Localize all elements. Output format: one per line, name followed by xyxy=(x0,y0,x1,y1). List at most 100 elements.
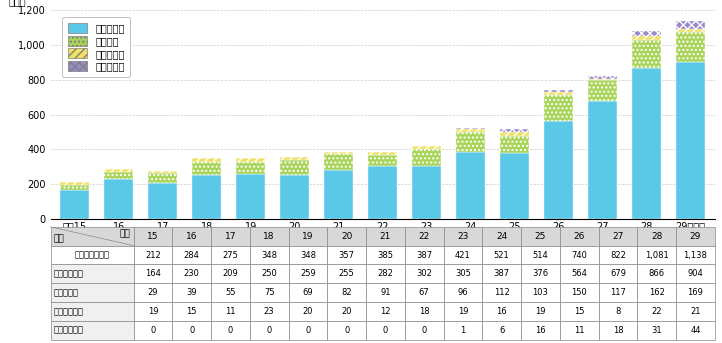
Bar xyxy=(134,227,173,246)
Bar xyxy=(51,302,134,321)
Bar xyxy=(105,179,133,219)
Text: 387: 387 xyxy=(416,250,432,260)
Text: 0: 0 xyxy=(266,326,271,335)
Bar xyxy=(632,36,661,40)
Bar xyxy=(289,321,327,340)
Bar xyxy=(192,175,221,219)
Bar xyxy=(51,246,134,264)
Bar xyxy=(134,264,173,283)
Bar xyxy=(599,283,638,302)
Bar xyxy=(560,302,599,321)
Bar xyxy=(544,90,573,92)
Bar xyxy=(149,173,177,182)
Text: 31: 31 xyxy=(651,326,662,335)
Bar xyxy=(173,227,211,246)
Text: 82: 82 xyxy=(342,288,352,297)
Bar xyxy=(676,283,715,302)
Text: 250: 250 xyxy=(261,269,277,278)
Bar xyxy=(599,264,638,283)
Bar xyxy=(289,264,327,283)
Bar xyxy=(638,264,676,283)
Bar xyxy=(638,302,676,321)
Bar xyxy=(366,227,405,246)
Text: 21: 21 xyxy=(380,232,391,241)
Bar xyxy=(521,246,560,264)
Bar xyxy=(211,264,250,283)
Text: 1,081: 1,081 xyxy=(645,250,669,260)
Text: 25: 25 xyxy=(535,232,546,241)
Text: 22: 22 xyxy=(651,307,662,316)
Bar xyxy=(599,246,638,264)
Bar xyxy=(366,283,405,302)
Bar xyxy=(289,283,327,302)
Bar xyxy=(676,246,715,264)
Bar xyxy=(405,283,443,302)
Text: 28: 28 xyxy=(651,232,662,241)
Bar xyxy=(500,132,529,135)
Bar xyxy=(250,302,289,321)
Text: 15: 15 xyxy=(574,307,584,316)
Bar xyxy=(638,283,676,302)
Text: 209: 209 xyxy=(222,269,238,278)
Bar xyxy=(456,129,485,132)
Bar xyxy=(588,79,617,81)
Text: 6: 6 xyxy=(499,326,505,335)
Bar xyxy=(324,152,353,154)
Bar xyxy=(676,302,715,321)
Y-axis label: （件）: （件） xyxy=(9,0,26,6)
Bar xyxy=(366,264,405,283)
Bar xyxy=(211,283,250,302)
Text: 16: 16 xyxy=(496,307,507,316)
Bar xyxy=(677,62,705,219)
Bar xyxy=(521,283,560,302)
Bar xyxy=(149,171,177,173)
Bar xyxy=(443,283,482,302)
Bar xyxy=(324,170,353,219)
Bar xyxy=(521,321,560,340)
Text: 21: 21 xyxy=(690,307,700,316)
Bar xyxy=(105,169,133,172)
Bar xyxy=(250,246,289,264)
Bar xyxy=(500,153,529,219)
Bar xyxy=(677,21,705,29)
Text: 75: 75 xyxy=(264,288,274,297)
Bar xyxy=(51,264,134,283)
Bar xyxy=(560,246,599,264)
Text: 12: 12 xyxy=(380,307,391,316)
Bar xyxy=(443,227,482,246)
Bar xyxy=(456,128,485,129)
Text: 16: 16 xyxy=(535,326,546,335)
Bar xyxy=(327,302,366,321)
Bar xyxy=(236,174,265,219)
Text: 15: 15 xyxy=(186,307,197,316)
Bar xyxy=(500,130,529,132)
Bar xyxy=(368,166,397,219)
Bar xyxy=(521,264,560,283)
Bar xyxy=(105,172,133,179)
Bar xyxy=(677,29,705,32)
Text: 17: 17 xyxy=(225,232,236,241)
Bar xyxy=(134,302,173,321)
Text: 検挙件数（件）: 検挙件数（件） xyxy=(74,250,110,260)
Text: 19: 19 xyxy=(535,307,546,316)
Text: 230: 230 xyxy=(184,269,199,278)
Bar xyxy=(456,132,485,152)
Bar xyxy=(544,92,573,95)
Bar xyxy=(51,321,134,340)
Text: 20: 20 xyxy=(303,307,313,316)
Text: 44: 44 xyxy=(690,326,700,335)
Bar xyxy=(134,246,173,264)
Bar xyxy=(280,175,309,219)
Text: 20: 20 xyxy=(341,232,352,241)
Text: 27: 27 xyxy=(612,232,624,241)
Bar xyxy=(560,321,599,340)
Bar xyxy=(250,264,289,283)
Bar xyxy=(443,246,482,264)
Bar xyxy=(588,76,617,79)
Text: 564: 564 xyxy=(571,269,587,278)
Bar xyxy=(211,227,250,246)
Bar xyxy=(588,101,617,219)
Bar xyxy=(405,227,443,246)
Bar xyxy=(368,155,397,166)
Bar xyxy=(173,246,211,264)
